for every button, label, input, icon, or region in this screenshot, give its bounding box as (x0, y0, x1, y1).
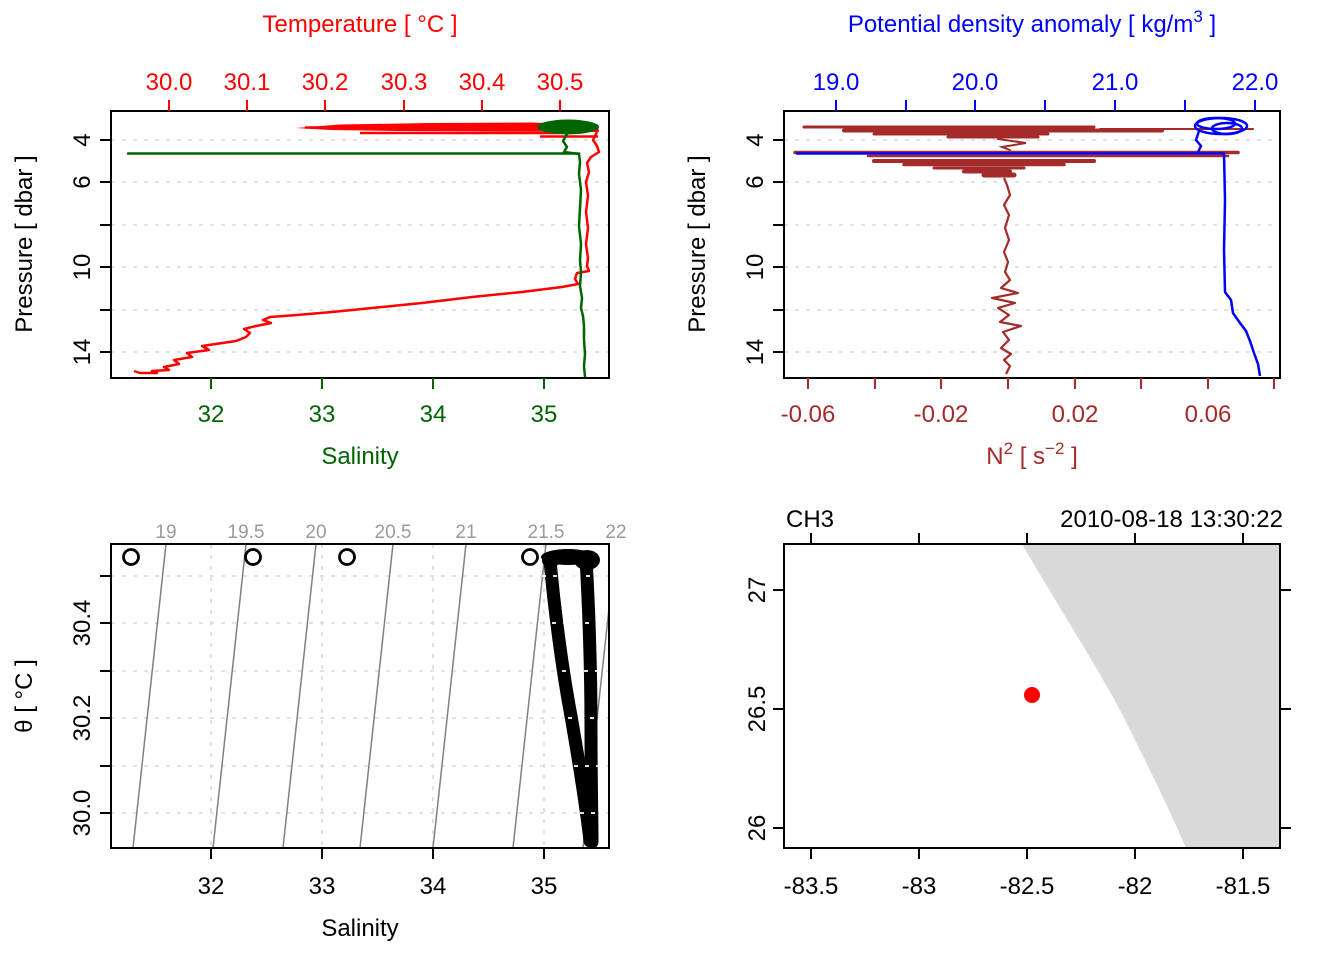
pressure-axis-title: Pressure [ dbar ] (684, 155, 711, 332)
ts-scatter-cloud (541, 549, 600, 848)
tick-label: 35 (531, 401, 558, 428)
pressure-axis-title: Pressure [ dbar ] (11, 155, 38, 332)
n2-axis-title: N2 [ s−2 ] (986, 439, 1078, 470)
tick-label: 22.0 (1232, 69, 1279, 96)
tick-label: 14 (742, 339, 769, 366)
plot-box (783, 110, 1281, 379)
isopycnal-label: 19 (155, 522, 176, 543)
tick-label: 34 (420, 401, 447, 428)
tick-label: -82.5 (1000, 873, 1055, 900)
panel-ts-diagram: 19 19.5 20 20.5 21 21.5 22 32 33 34 35 S… (11, 522, 627, 942)
density-axis-title: Potential density anomaly [ kg/m3 ] (848, 7, 1216, 38)
plot-box (110, 543, 610, 849)
tick-label: 30.2 (302, 69, 349, 96)
tick-label: 30.4 (69, 600, 96, 647)
latitude-axis-ticks-right (1280, 589, 1291, 829)
tick-label: 30.5 (537, 69, 584, 96)
tick-label: 0.02 (1052, 401, 1099, 428)
density-axis-ticks (835, 100, 1256, 111)
tick-label: 4 (742, 133, 769, 146)
isopycnal-label: 22 (605, 522, 626, 543)
isopycnal-label: 20 (305, 522, 326, 543)
cast-datetime: 2010-08-18 13:30:22 (1060, 506, 1283, 533)
tick-label: 33 (309, 873, 336, 900)
latitude-axis-ticks-left (773, 589, 784, 829)
salinity-axis-ticks (210, 848, 545, 859)
density-upper-squiggle (1194, 130, 1203, 153)
tick-label: 6 (69, 175, 96, 188)
tick-label: 0.06 (1185, 401, 1232, 428)
longitude-axis-ticks-bottom (810, 848, 1244, 859)
temperature-axis-ticks (168, 100, 561, 111)
density-curve (1222, 153, 1262, 377)
pressure-gridlines (111, 139, 609, 353)
station-label: CH3 (786, 506, 834, 533)
pressure-axis-ticks (100, 139, 111, 353)
density-surface-blob (1193, 116, 1249, 136)
tick-label: 21.0 (1092, 69, 1139, 96)
tick-label: 26 (744, 815, 771, 842)
tick-label: 27 (744, 577, 771, 604)
station-dot (1024, 687, 1040, 703)
ts-gridlines (111, 544, 609, 848)
tick-label: -0.06 (781, 401, 836, 428)
isopycnal-label: 19.5 (228, 522, 265, 543)
tick-label: 30.4 (459, 69, 506, 96)
n2-curve (990, 177, 1023, 375)
panel-density-n2-profile: Potential density anomaly [ kg/m3 ] 19.0… (684, 7, 1281, 470)
tick-label: 30.0 (146, 69, 193, 96)
tick-label: 32 (198, 401, 225, 428)
tick-label: -0.02 (914, 401, 969, 428)
theta-axis-ticks (100, 575, 111, 814)
tick-label: 14 (69, 339, 96, 366)
tick-label: 26.5 (744, 686, 771, 733)
tick-label: 6 (742, 175, 769, 188)
isopycnal-label: 21.5 (528, 522, 565, 543)
salinity-axis-ticks (210, 378, 545, 389)
tick-label: -83 (902, 873, 937, 900)
tick-label: 30.1 (224, 69, 271, 96)
isopycnal-label: 21 (455, 522, 476, 543)
tick-label: 30.3 (381, 69, 428, 96)
salinity-surface-blob (537, 119, 599, 135)
tick-label: 19.0 (813, 69, 860, 96)
coastline-land (1022, 544, 1280, 848)
theta-axis-title: θ [ °C ] (11, 659, 38, 733)
isopycnal-label: 20.5 (375, 522, 412, 543)
salinity-axis-title: Salinity (321, 443, 398, 470)
longitude-axis-ticks-top (810, 533, 1244, 544)
tick-label: 32 (198, 873, 225, 900)
tick-label: 10 (742, 254, 769, 281)
tick-label: 10 (69, 254, 96, 281)
temperature-axis-title: Temperature [ °C ] (263, 11, 458, 38)
n2-surface-scribbles (793, 125, 1254, 178)
salinity-axis-title: Salinity (321, 915, 398, 942)
temperature-curve (133, 131, 601, 375)
tick-label: -82 (1118, 873, 1153, 900)
pressure-gridlines (784, 139, 1280, 353)
tick-label: 30.2 (69, 695, 96, 742)
pressure-axis-ticks (773, 139, 784, 353)
salinity-curve (561, 133, 587, 378)
tick-label: 30.0 (69, 790, 96, 837)
tick-label: -83.5 (784, 873, 839, 900)
tick-label: 34 (420, 873, 447, 900)
ts-outlier-points (122, 548, 539, 566)
panel-station-map: CH3 2010-08-18 13:30:22 -83.5 -83 -82.5 … (744, 506, 1291, 900)
tick-label: -81.5 (1216, 873, 1271, 900)
n2-axis-ticks (807, 378, 1275, 389)
gridline-overlay-on-cloud (542, 575, 602, 814)
panel-temperature-salinity-profile: Temperature [ °C ] 30.0 30.1 30.2 30.3 3… (11, 11, 610, 470)
tick-label: 20.0 (952, 69, 999, 96)
tick-label: 4 (69, 133, 96, 146)
tick-label: 33 (309, 401, 336, 428)
plot-box (783, 543, 1281, 849)
plot-box (110, 110, 610, 379)
tick-label: 35 (531, 873, 558, 900)
